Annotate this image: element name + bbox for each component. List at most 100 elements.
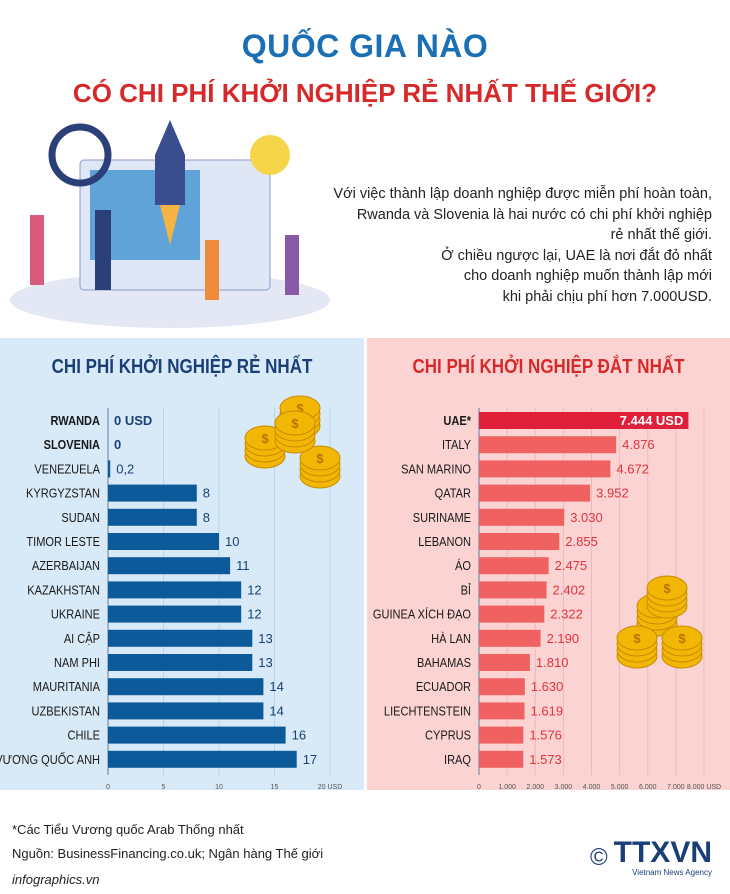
x-tick-label: 3.000	[555, 784, 573, 790]
intro-line: khi phải chịu phí hơn 7.000USD.	[502, 288, 712, 305]
category-label: ITALY	[442, 437, 471, 452]
category-label: VƯƠNG QUỐC ANH	[0, 751, 100, 767]
value-label: 14	[269, 703, 283, 718]
category-label: UAE*	[443, 413, 471, 428]
dollar-icon: $	[296, 401, 304, 416]
category-label: IRAQ	[444, 752, 471, 767]
x-tick-label: 8.000 USD	[687, 784, 721, 790]
intro-line: cho doanh nghiệp muốn thành lập mới	[463, 268, 712, 284]
category-label: NAM PHI	[54, 655, 100, 670]
footnote: *Các Tiểu Vương quốc Arab Thống nhất	[12, 822, 244, 837]
bar	[479, 460, 611, 478]
value-label: 1.630	[531, 679, 564, 694]
value-label: 13	[258, 655, 272, 670]
bar	[108, 533, 219, 550]
bar	[108, 629, 253, 647]
intro-text: Với việc thành lập doanh nghiệp được miễ…	[312, 184, 712, 307]
bar-highlight	[479, 412, 689, 429]
value-label: 8	[203, 486, 210, 501]
value-label: 3.952	[596, 486, 629, 501]
category-label: HÀ LAN	[431, 630, 471, 646]
x-tick-label: 2.000	[526, 784, 544, 790]
cheapest-chart: 0 5 10 15 20 USD RWANDA 0 USD SLOVENIA 0 VENEZUEL…	[0, 395, 343, 790]
x-tick-label: 5.000	[611, 784, 629, 790]
site-link[interactable]: infographics.vn	[12, 872, 100, 887]
bar	[479, 533, 560, 550]
bar	[108, 460, 111, 478]
expensive-panel: CHI PHÍ KHỞI NGHIỆP ĐẮT NHẤT 0 1.000 2.000…	[367, 338, 730, 790]
bar	[479, 750, 524, 768]
value-label: 2.322	[550, 607, 583, 622]
intro-line: Rwanda và Slovenia là hai nước có chi ph…	[356, 206, 712, 223]
category-label: VENEZUELA	[34, 462, 100, 477]
category-label: AI CẬP	[64, 630, 100, 646]
dollar-icon: $	[663, 581, 671, 596]
ttxvn-logo: © TTXVN Vietnam News Agency	[590, 836, 712, 878]
value-label: 4.876	[622, 437, 655, 452]
bar	[479, 508, 565, 526]
intro-line: Ở chiều ngược lại, UAE là nơi đắt đỏ nhấ…	[441, 247, 712, 264]
bar	[108, 678, 264, 696]
bar	[108, 702, 264, 720]
value-label: 12	[247, 607, 261, 622]
dollar-icon: $	[633, 631, 641, 646]
dollar-icon: $	[678, 631, 686, 646]
coin-icon	[274, 410, 316, 436]
intro-line: rẻ nhất thế giới.	[610, 227, 712, 243]
category-label: ECUADOR	[416, 679, 471, 694]
dollar-icon: $	[291, 416, 299, 431]
title-line1: QUỐC GIA NÀO	[241, 28, 489, 64]
bar	[479, 484, 591, 502]
value-label: 13	[258, 631, 272, 646]
x-tick-label: 7.000	[667, 784, 685, 790]
category-label: SUDAN	[61, 510, 100, 525]
bar	[108, 605, 242, 623]
category-label: TIMOR LESTE	[26, 534, 100, 549]
value-label: 8	[203, 510, 210, 525]
value-label: 2.190	[547, 631, 580, 646]
bar	[479, 726, 524, 744]
value-label: 7.444 USD	[620, 413, 684, 428]
coin-icon	[616, 625, 658, 651]
x-tick-label: 4.000	[583, 784, 601, 790]
dollar-icon: $	[316, 451, 324, 466]
bar	[479, 654, 530, 671]
dollar-icon: $	[261, 431, 269, 446]
coin-icon	[646, 575, 688, 601]
x-tick-label: 0	[106, 784, 110, 790]
logo-sub: Vietnam News Agency	[632, 868, 712, 877]
startup-illustration	[10, 120, 330, 328]
category-label: CYPRUS	[425, 728, 471, 743]
value-label: 11	[236, 558, 250, 573]
bar	[479, 702, 525, 720]
bar	[479, 605, 545, 623]
bar	[108, 508, 197, 526]
bar	[479, 436, 617, 454]
value-label: 10	[225, 534, 239, 549]
expensive-title: CHI PHÍ KHỞI NGHIỆP ĐẮT NHẤT	[412, 356, 685, 378]
x-tick-label: 15	[271, 784, 279, 790]
category-label: CHILE	[67, 728, 100, 743]
category-label: SLOVENIA	[44, 437, 101, 452]
bar	[479, 557, 549, 575]
category-label: SURINAME	[413, 510, 471, 525]
value-label: 14	[269, 679, 283, 694]
coin-icon	[299, 445, 341, 471]
value-label: 1.619	[531, 703, 564, 718]
value-label: 2.855	[565, 534, 598, 549]
category-label: LIECHTENSTEIN	[384, 704, 471, 719]
x-tick-label: 1.000	[498, 784, 516, 790]
bar	[479, 678, 525, 696]
cheapest-panel: CHI PHÍ KHỞI NGHIỆP RẺ NHẤT 0 5 10 15 20 USD…	[0, 338, 364, 790]
category-label: QATAR	[435, 486, 472, 501]
logo-text: TTXVN	[613, 836, 712, 869]
category-label: KYRGYZSTAN	[26, 486, 100, 501]
bar	[108, 484, 197, 502]
x-tick-label: 20 USD	[318, 784, 343, 790]
value-label: 1.573	[529, 752, 562, 767]
title-line2: CÓ CHI PHÍ KHỞI NGHIỆP RẺ NHẤT THẾ GIỚI?	[72, 78, 658, 108]
value-label: 12	[247, 582, 261, 597]
category-label: UZBEKISTAN	[32, 704, 100, 719]
value-label: 0	[114, 437, 121, 452]
category-label: LEBANON	[418, 534, 471, 549]
